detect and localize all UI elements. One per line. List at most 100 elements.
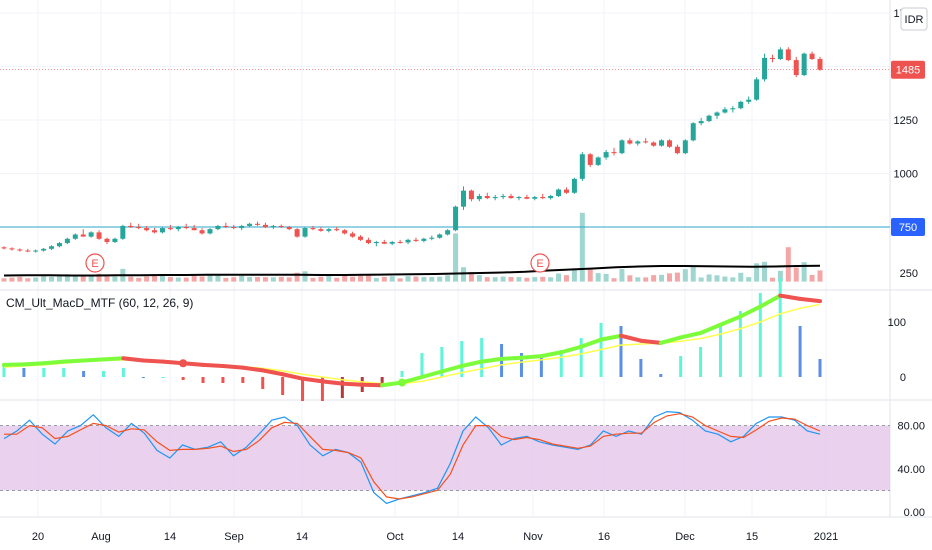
candle-body-47 bbox=[373, 241, 379, 244]
volume-bar-41 bbox=[326, 276, 332, 282]
volume-bar-31 bbox=[247, 276, 253, 282]
macd-hist-14 bbox=[281, 377, 285, 395]
volume-bar-89 bbox=[706, 274, 712, 282]
candle-body-80 bbox=[635, 141, 641, 144]
candle-97 bbox=[769, 54, 775, 63]
candle-27 bbox=[215, 224, 221, 231]
candle-46 bbox=[365, 237, 371, 245]
current-price-label: 1485 bbox=[896, 65, 920, 77]
candle-body-71 bbox=[563, 189, 569, 193]
candle-99 bbox=[785, 47, 791, 62]
candle-62 bbox=[492, 194, 498, 201]
volume-bar-27 bbox=[215, 275, 221, 282]
x-tick-4: 14 bbox=[296, 531, 308, 543]
volume-bar-62 bbox=[492, 277, 498, 282]
candle-44 bbox=[350, 231, 356, 238]
candle-22 bbox=[175, 225, 181, 232]
candle-75 bbox=[595, 156, 601, 167]
volume-bar-9 bbox=[72, 275, 78, 282]
volume-bar-36 bbox=[286, 277, 292, 282]
candle-body-51 bbox=[405, 239, 411, 243]
candle-31 bbox=[247, 222, 253, 228]
candle-body-37 bbox=[294, 229, 300, 237]
candle-body-19 bbox=[152, 230, 158, 233]
volume-bar-20 bbox=[159, 275, 165, 282]
candle-body-75 bbox=[595, 157, 601, 165]
candle-body-76 bbox=[603, 152, 609, 158]
candle-body-18 bbox=[144, 228, 150, 231]
candle-83 bbox=[659, 139, 665, 147]
candle-41 bbox=[326, 228, 332, 233]
candle-body-5 bbox=[41, 248, 47, 251]
earnings-marker-1[interactable]: E bbox=[85, 253, 105, 273]
candle-body-85 bbox=[674, 146, 680, 154]
candle-21 bbox=[167, 224, 173, 231]
candle-body-2 bbox=[17, 249, 23, 251]
volume-bar-72 bbox=[571, 268, 577, 282]
volume-bar-45 bbox=[358, 276, 364, 282]
candle-80 bbox=[635, 140, 641, 146]
volume-bar-53 bbox=[421, 276, 427, 282]
macd-segment-29 bbox=[579, 337, 604, 349]
volume-bar-78 bbox=[619, 269, 625, 282]
candle-70 bbox=[556, 188, 562, 198]
candle-93 bbox=[738, 100, 744, 110]
x-tick-8: 16 bbox=[598, 531, 610, 543]
candle-40 bbox=[318, 227, 324, 232]
candle-body-74 bbox=[587, 154, 593, 165]
candle-body-34 bbox=[270, 225, 276, 228]
candle-body-39 bbox=[310, 228, 316, 230]
candle-96 bbox=[762, 53, 768, 82]
candle-body-35 bbox=[278, 225, 284, 227]
volume-bar-70 bbox=[556, 273, 562, 282]
candle-body-55 bbox=[437, 234, 443, 238]
volume-bar-2 bbox=[17, 276, 23, 282]
candle-23 bbox=[183, 223, 189, 230]
macd-segment-21 bbox=[419, 369, 444, 379]
volume-bar-18 bbox=[144, 276, 150, 282]
volume-bar-60 bbox=[476, 275, 482, 282]
candle-92 bbox=[730, 106, 736, 113]
x-tick-3: Sep bbox=[224, 531, 244, 543]
macd-hist-37 bbox=[738, 311, 742, 377]
candle-102 bbox=[809, 51, 815, 61]
candle-body-0 bbox=[1, 247, 7, 249]
candle-20 bbox=[159, 227, 165, 234]
time-axis[interactable]: 20 Aug 14 Sep 14 Oct 14 Nov 16 Dec 15 2021 bbox=[32, 531, 838, 543]
candle-body-97 bbox=[769, 57, 775, 60]
price-axis[interactable]: 1750150012501000750500250100080.0040.000… bbox=[888, 8, 925, 519]
candle-body-84 bbox=[666, 140, 672, 147]
macd-hist-41 bbox=[818, 359, 822, 377]
earnings-marker-2[interactable]: E bbox=[530, 253, 550, 273]
candle-body-65 bbox=[516, 197, 522, 199]
volume-bar-54 bbox=[429, 277, 435, 282]
x-tick-9: Dec bbox=[675, 531, 695, 543]
candle-body-40 bbox=[318, 229, 324, 231]
currency-badge[interactable]: IDR bbox=[900, 7, 928, 31]
candle-body-96 bbox=[762, 57, 768, 80]
candle-body-43 bbox=[342, 230, 348, 234]
volume-bar-103 bbox=[817, 270, 823, 282]
volume-bar-68 bbox=[540, 276, 546, 282]
candle-body-20 bbox=[159, 228, 165, 233]
candle-body-54 bbox=[429, 237, 435, 239]
candle-8 bbox=[64, 237, 70, 245]
candle-55 bbox=[437, 233, 443, 239]
candle-body-72 bbox=[571, 178, 577, 193]
macd-hist-35 bbox=[699, 347, 703, 377]
macd-hist-8 bbox=[161, 377, 165, 378]
volume-bar-22 bbox=[175, 277, 181, 282]
macd-signal-line bbox=[3, 303, 821, 385]
macd-hist-11 bbox=[221, 377, 225, 383]
volume-bar-48 bbox=[381, 276, 387, 282]
level-line-label: 750 bbox=[899, 222, 917, 234]
candle-body-94 bbox=[746, 99, 752, 102]
macd-segment-25 bbox=[499, 355, 524, 361]
candle-body-11 bbox=[88, 232, 94, 237]
candle-body-82 bbox=[651, 142, 657, 146]
macd-segment-32 bbox=[638, 338, 663, 345]
stoch-tick-0: 80.00 bbox=[897, 421, 925, 433]
volume-bar-88 bbox=[698, 277, 704, 282]
candle-33 bbox=[262, 222, 268, 229]
